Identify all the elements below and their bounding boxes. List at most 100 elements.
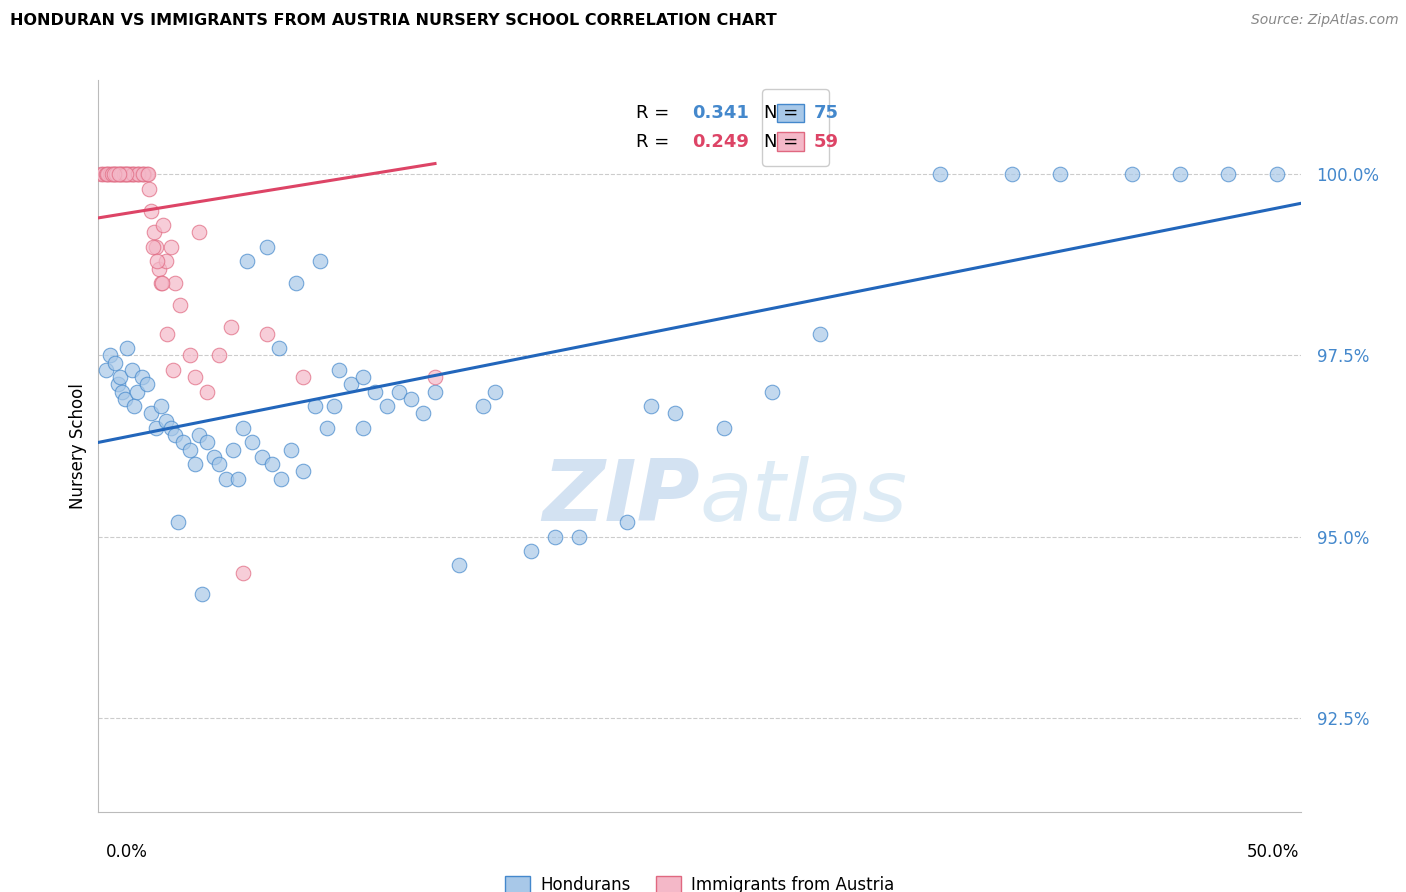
Point	[232, 566, 254, 580]
Point	[1265, 168, 1288, 182]
Point	[250, 450, 273, 464]
Point	[150, 276, 173, 290]
Point	[108, 168, 131, 182]
Point	[388, 384, 411, 399]
Text: 75: 75	[814, 104, 839, 122]
Point	[364, 384, 387, 399]
Point	[135, 377, 157, 392]
Point	[115, 168, 138, 182]
Point	[169, 298, 191, 312]
Point	[340, 377, 363, 392]
Point	[132, 168, 155, 182]
Text: R =: R =	[636, 104, 675, 122]
Point	[713, 421, 735, 435]
Point	[188, 225, 211, 239]
Point	[165, 428, 187, 442]
Point	[100, 168, 122, 182]
Text: 0.341: 0.341	[692, 104, 749, 122]
Point	[128, 168, 150, 182]
Point	[127, 168, 149, 182]
Text: 50.0%: 50.0%	[1247, 843, 1299, 861]
Point	[423, 384, 446, 399]
Point	[108, 370, 131, 384]
Point	[155, 254, 177, 268]
Point	[125, 384, 148, 399]
Point	[202, 450, 225, 464]
Point	[472, 399, 495, 413]
Point	[352, 421, 374, 435]
Point	[215, 472, 238, 486]
Point	[152, 218, 174, 232]
Point	[105, 168, 128, 182]
Point	[104, 168, 127, 182]
Point	[136, 168, 159, 182]
Point	[112, 168, 135, 182]
Point	[103, 168, 125, 182]
Text: 59: 59	[814, 134, 839, 152]
Point	[94, 363, 117, 377]
Text: Source: ZipAtlas.com: Source: ZipAtlas.com	[1251, 13, 1399, 28]
Point	[323, 399, 346, 413]
Point	[616, 515, 638, 529]
Point	[447, 558, 470, 573]
Point	[159, 240, 181, 254]
Y-axis label: Nursery School: Nursery School	[69, 383, 87, 509]
Point	[114, 168, 136, 182]
Point	[183, 370, 205, 384]
Point	[166, 515, 188, 529]
Point	[315, 421, 337, 435]
Point	[156, 326, 179, 341]
Point	[122, 168, 145, 182]
Point	[256, 326, 278, 341]
Point	[222, 442, 245, 457]
Point	[94, 168, 117, 182]
Point	[399, 392, 422, 406]
Point	[100, 349, 122, 363]
Point	[260, 457, 283, 471]
Point	[375, 399, 398, 413]
Point	[270, 472, 292, 486]
Point	[121, 168, 143, 182]
Point	[124, 168, 146, 182]
Point	[520, 544, 543, 558]
Point	[195, 435, 218, 450]
Point	[104, 356, 127, 370]
Point	[304, 399, 326, 413]
Point	[232, 421, 254, 435]
Point	[1170, 168, 1192, 182]
Point	[131, 168, 153, 182]
Point	[141, 240, 163, 254]
Point	[664, 406, 686, 420]
Point	[1049, 168, 1071, 182]
Point	[179, 349, 201, 363]
Point	[110, 168, 132, 182]
Point	[146, 254, 169, 268]
Point	[226, 472, 249, 486]
Point	[172, 435, 194, 450]
Point	[145, 240, 167, 254]
Point	[159, 421, 181, 435]
Point	[236, 254, 259, 268]
Point	[149, 399, 172, 413]
Text: atlas: atlas	[699, 456, 907, 539]
Point	[219, 319, 242, 334]
Point	[808, 326, 831, 341]
Point	[100, 168, 122, 182]
Point	[155, 414, 177, 428]
Point	[208, 457, 231, 471]
Point	[162, 363, 184, 377]
Point	[111, 168, 134, 182]
Point	[291, 370, 314, 384]
Point	[114, 392, 136, 406]
Point	[291, 464, 314, 478]
Point	[267, 341, 290, 355]
Point	[97, 168, 120, 182]
Text: R =: R =	[636, 134, 675, 152]
Point	[195, 384, 218, 399]
Point	[308, 254, 330, 268]
Point	[107, 168, 129, 182]
Point	[118, 168, 141, 182]
Point	[188, 428, 211, 442]
Point	[256, 240, 278, 254]
Point	[142, 225, 165, 239]
